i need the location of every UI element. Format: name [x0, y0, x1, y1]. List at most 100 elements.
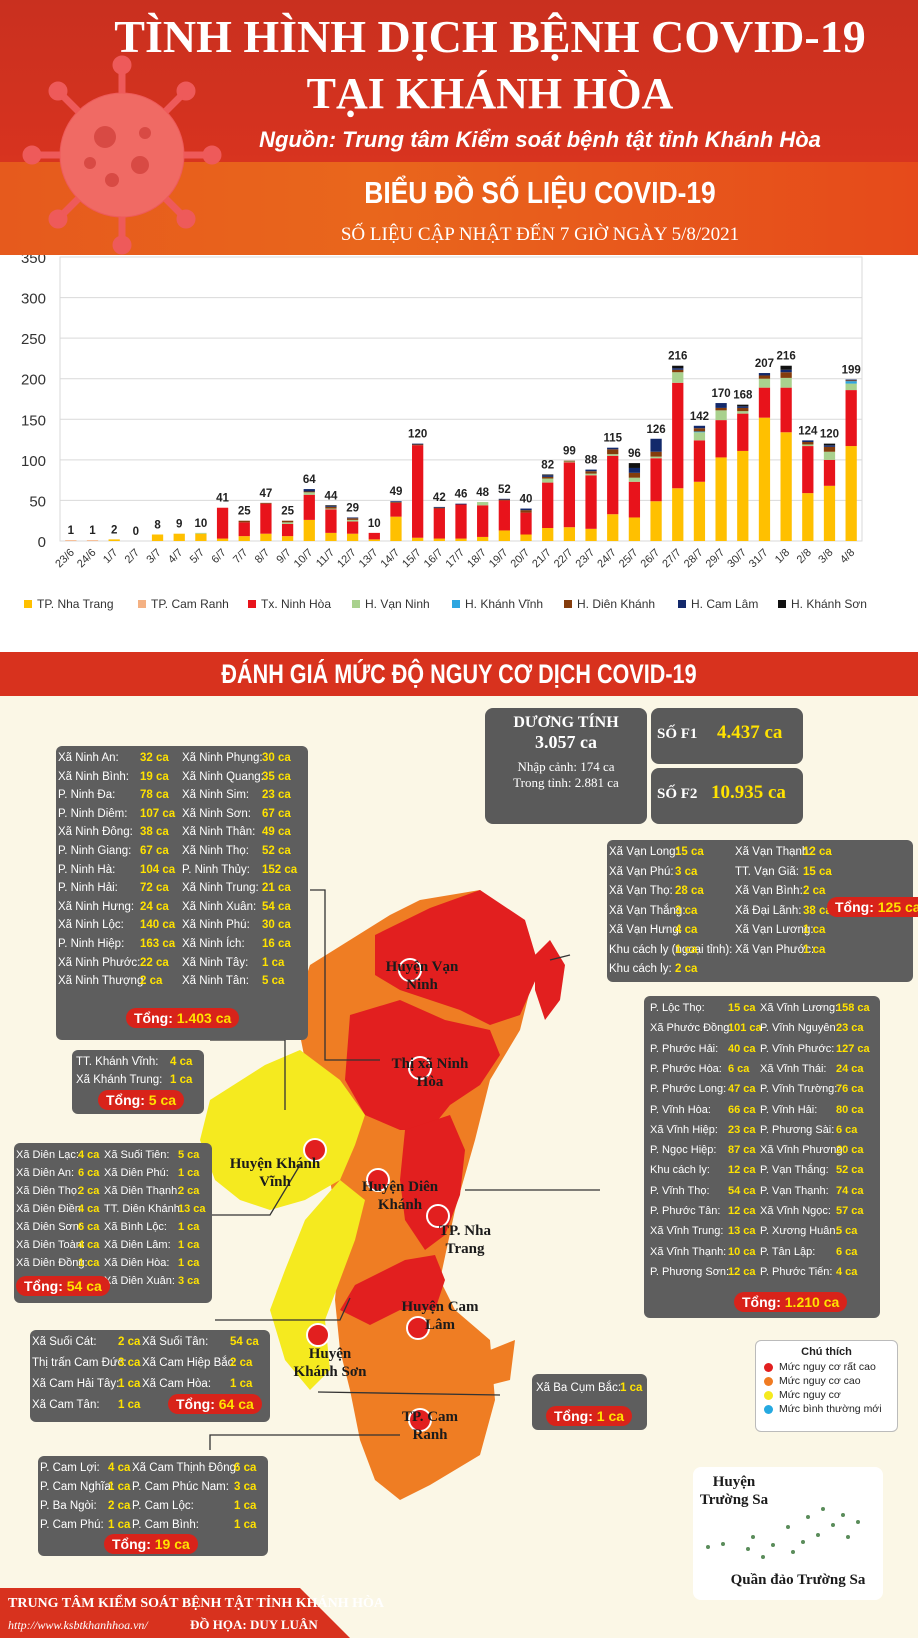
commune-cases: 1 ca [178, 1257, 200, 1269]
map-legend-label: Mức nguy cơ [779, 1389, 841, 1401]
y-tick-label: 0 [38, 534, 46, 551]
bar-segment [542, 478, 554, 483]
commune-cases: 6 ca [728, 1062, 750, 1075]
bar-segment [325, 505, 337, 507]
map-island [535, 940, 565, 1020]
x-tick-label: 5/7 [188, 547, 207, 566]
commune-name: Xã Ninh Sim: [182, 789, 250, 802]
bar-segment [325, 506, 337, 507]
commune-name: P. Vĩnh Thọ: [650, 1184, 710, 1197]
commune-name: P. Ninh Hiệp: [58, 938, 125, 950]
commune-cases: 1 ca [170, 1074, 193, 1086]
total-badge: Tổng: 19 ca [104, 1534, 198, 1554]
commune-name: Xã Vĩnh Phương: [760, 1144, 846, 1157]
legend-swatch [352, 600, 360, 608]
commune-cases: 67 ca [262, 807, 291, 820]
khanh-hoa-map [200, 889, 600, 1500]
bar-segment [650, 458, 662, 502]
commune-cases: 13 ca [178, 1203, 206, 1215]
total-badge: Tổng: 125 ca [827, 897, 918, 917]
total-label: Tổng: [106, 1092, 149, 1108]
bar-segment [542, 475, 554, 477]
commune-cases: 6 ca [78, 1221, 100, 1233]
commune-cases: 22 ca [140, 956, 169, 969]
commune-cases: 107 ca [140, 807, 176, 820]
x-tick-label: 19/7 [487, 547, 511, 571]
bar-segment [715, 410, 727, 421]
commune-cases: 35 ca [262, 770, 291, 783]
bar-segment [346, 518, 359, 520]
bar-segment [260, 533, 272, 541]
commune-name: Xã Ninh Bình: [58, 770, 129, 783]
x-tick-label: 28/7 [682, 547, 706, 571]
chart-title: BIỂU ĐỒ SỐ LIỆU COVID-19 [364, 175, 716, 210]
x-tick-label: 1/8 [773, 547, 792, 566]
total-badge: Tổng: 64 ca [168, 1394, 262, 1414]
footer-url[interactable]: http://www.ksbtkhanhhoa.vn/ [8, 1618, 148, 1632]
commune-cases: 47 ca [728, 1083, 756, 1096]
f2-value: 10.935 ca [711, 782, 786, 803]
bar-segment [628, 472, 641, 478]
commune-name: P. Ninh Hà: [58, 863, 116, 876]
x-tick-label: 14/7 [378, 547, 402, 571]
commune-name: Xã Bình Lộc: [104, 1221, 167, 1233]
commune-cases: 40 ca [728, 1042, 756, 1055]
data-label: 216 [777, 351, 796, 363]
bar-segment [672, 382, 684, 489]
commune-cases: 15 ca [675, 846, 704, 858]
data-label: 42 [433, 492, 446, 504]
x-tick-label: 23/7 [574, 547, 598, 571]
bar-segment [693, 440, 706, 482]
x-tick-label: 7/7 [231, 547, 250, 566]
x-tick-label: 6/7 [209, 547, 228, 566]
bar-segment [325, 509, 337, 533]
commune-name: Xã Cam Tân: [32, 1399, 100, 1411]
commune-cases: 2 ca [140, 975, 163, 988]
commune-cases: 32 ca [140, 752, 169, 764]
total-value: 125 ca [877, 899, 918, 915]
data-label: 47 [260, 488, 273, 500]
bar-segment [607, 449, 619, 455]
commune-cases: 4 ca [836, 1265, 858, 1278]
bar-segment [303, 494, 315, 520]
commune-name: Xã Ninh Xuân: [182, 900, 257, 913]
commune-name: P. Lộc Thọ: [650, 1002, 705, 1014]
bar-segment [672, 368, 684, 370]
data-label: 1 [68, 525, 75, 537]
f2-label: SỐ F2 [657, 786, 698, 802]
commune-cases: 1 ca [118, 1378, 141, 1390]
commune-name: P. Cam Lộc: [132, 1500, 194, 1512]
bar-segment [195, 533, 207, 541]
map-region-vanninh [375, 890, 540, 1025]
commune-name: Xã Đại Lãnh: [735, 904, 802, 917]
total-label: Tổng: [742, 1294, 785, 1310]
bar-segment [325, 508, 337, 510]
map-legend-label: Mức bình thường mới [779, 1403, 882, 1415]
x-tick-label: 1/7 [101, 547, 120, 566]
bar-segment [780, 369, 792, 373]
bar-segment [823, 445, 836, 447]
commune-name: Xã Diên Thọ: [16, 1185, 81, 1197]
commune-name: Xã Vạn Thạnh: [735, 846, 812, 858]
map-legend-item: Mức nguy cơ rất cao [764, 1361, 897, 1373]
commune-cases: 38 ca [803, 904, 832, 917]
commune-name: Xã Vạn Thắng: [609, 904, 686, 917]
commune-cases: 1 ca [78, 1257, 100, 1269]
legend-dot-icon [764, 1362, 773, 1372]
commune-cases: 12 ca [728, 1205, 756, 1217]
x-tick-label: 24/7 [595, 547, 619, 571]
bar-segment [650, 456, 662, 459]
commune-name: Xã Vạn Long: [609, 846, 679, 858]
bar-segment [455, 504, 467, 539]
commune-cases: 4 ca [78, 1203, 100, 1215]
y-tick-label: 300 [21, 291, 46, 308]
bar-segment [303, 519, 315, 541]
bar-segment [238, 522, 250, 537]
domestic-cases: Trong tỉnh: 2.881 ca [513, 775, 619, 790]
commune-cases: 1 ca [620, 1382, 643, 1394]
commune-cases: 52 ca [262, 845, 291, 857]
commune-name: P. Xương Huân: [760, 1225, 839, 1238]
commune-name: Xã Diên Phú: [104, 1167, 169, 1179]
bar-segment [412, 445, 424, 538]
truong-sa-islands-map [706, 1507, 860, 1559]
